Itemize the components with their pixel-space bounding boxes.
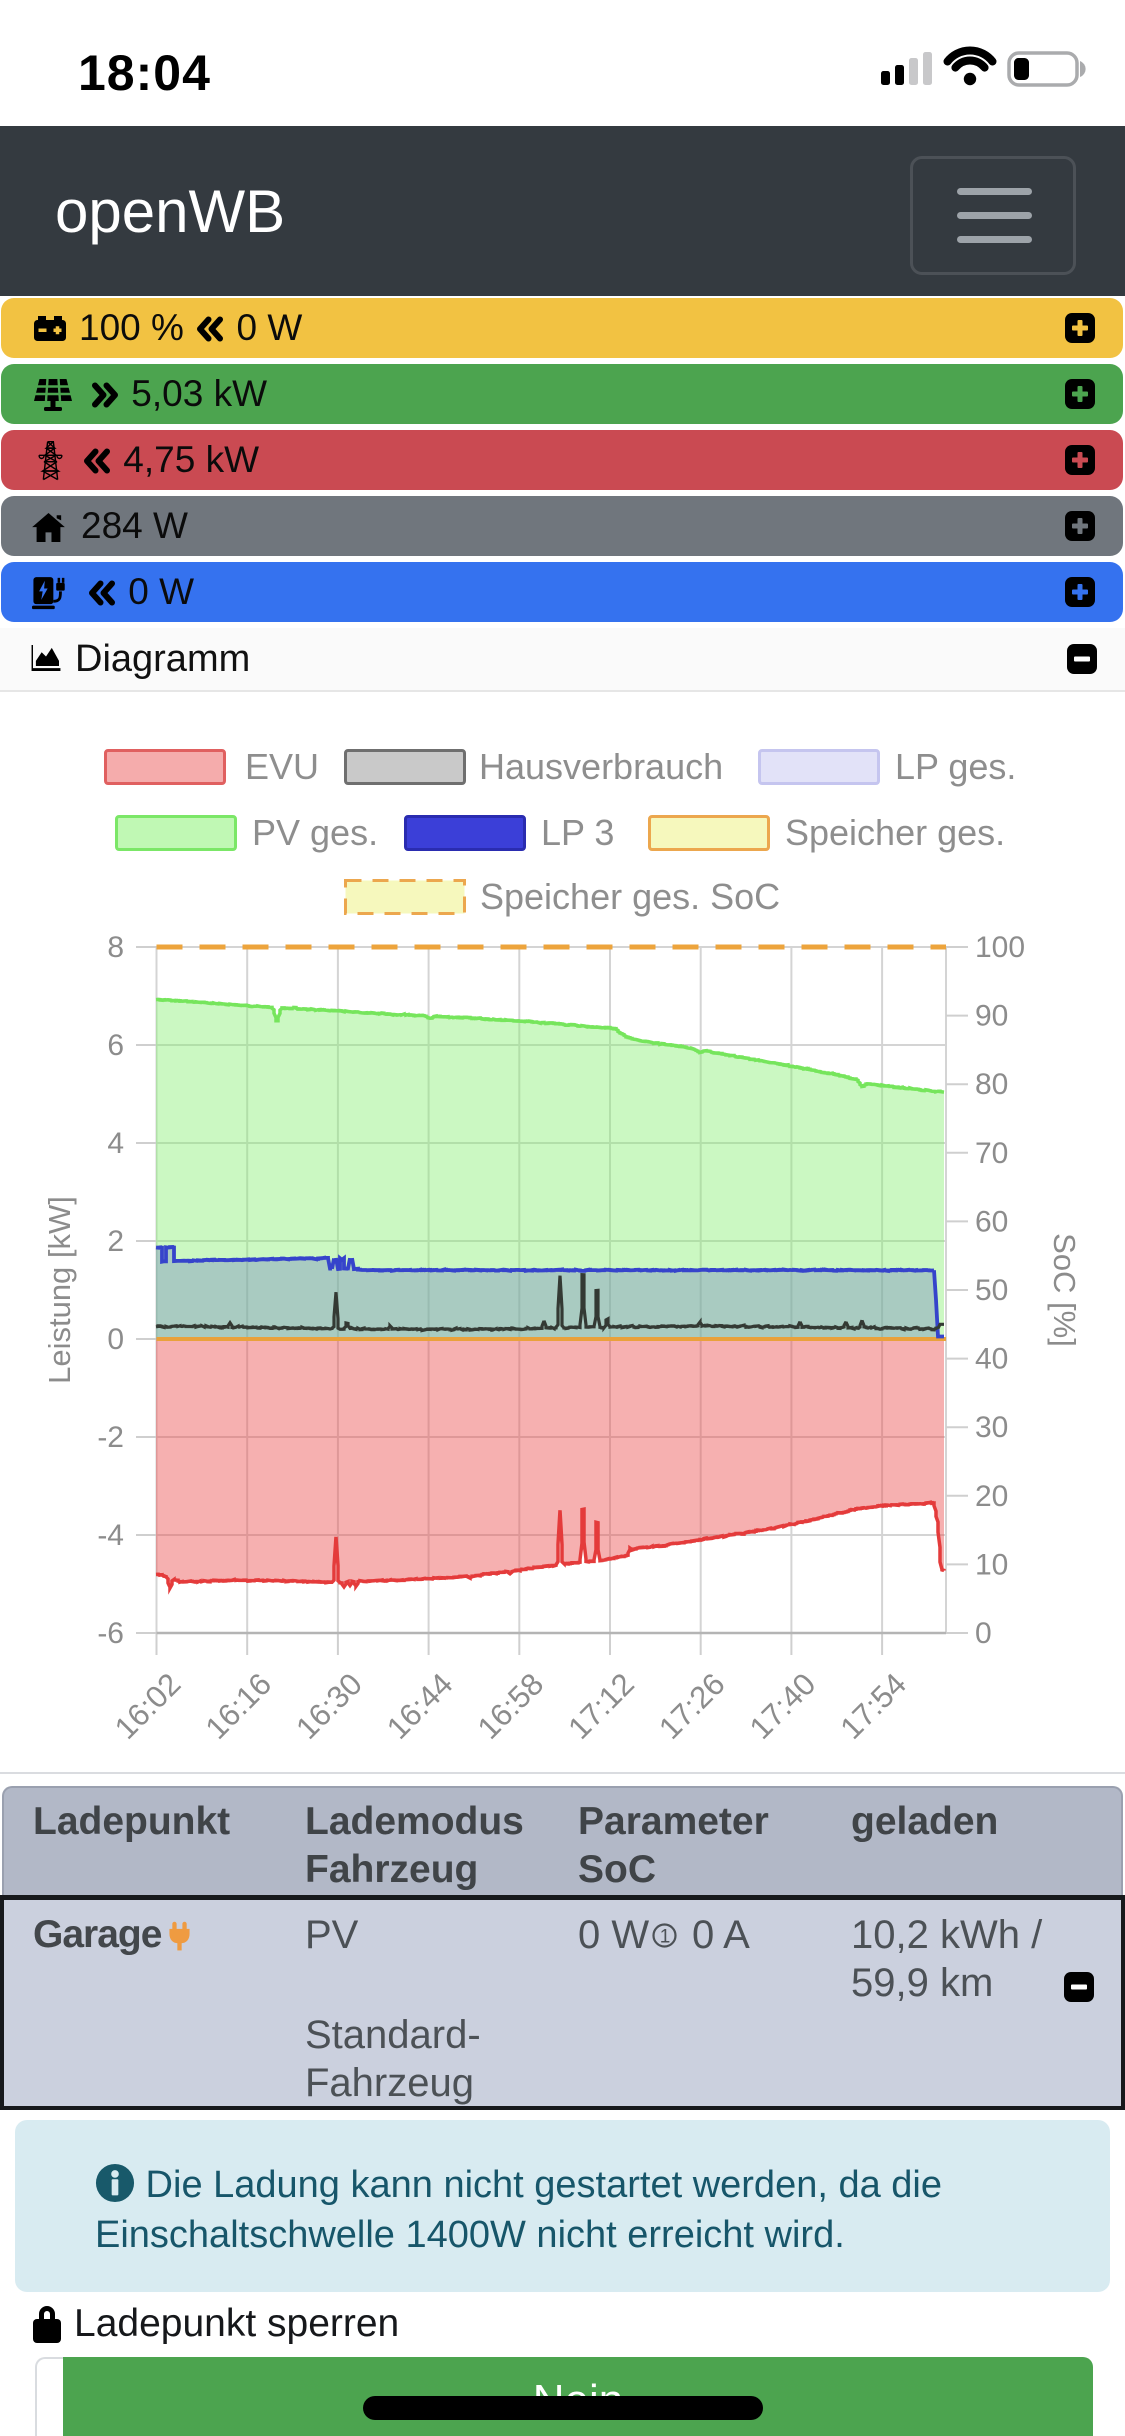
svg-text:70: 70 [975,1137,1008,1170]
svg-text:17:12: 17:12 [561,1666,641,1746]
svg-text:2: 2 [107,1225,124,1258]
svg-text:17:40: 17:40 [743,1666,823,1746]
svg-text:Leistung [kW]: Leistung [kW] [42,1196,77,1384]
svg-text:0: 0 [975,1617,992,1650]
svg-text:16:30: 16:30 [289,1666,369,1746]
svg-text:10: 10 [975,1548,1008,1581]
svg-text:4: 4 [107,1127,124,1160]
svg-text:16:02: 16:02 [108,1666,188,1746]
svg-text:6: 6 [107,1029,124,1062]
svg-text:60: 60 [975,1205,1008,1238]
svg-text:80: 80 [975,1068,1008,1101]
svg-text:17:26: 17:26 [652,1666,732,1746]
svg-text:16:44: 16:44 [380,1666,460,1746]
svg-text:17:54: 17:54 [833,1666,913,1746]
svg-text:40: 40 [975,1343,1008,1376]
svg-text:16:58: 16:58 [471,1666,551,1746]
svg-text:20: 20 [975,1480,1008,1513]
svg-text:100: 100 [975,931,1025,964]
svg-text:50: 50 [975,1274,1008,1307]
svg-text:0: 0 [107,1323,124,1356]
svg-text:-4: -4 [97,1519,124,1552]
svg-text:SoC [%]: SoC [%] [1047,1233,1082,1347]
svg-text:1: 1 [660,1927,671,1948]
svg-text:30: 30 [975,1411,1008,1444]
svg-text:-6: -6 [97,1617,124,1650]
svg-text:16:16: 16:16 [199,1666,279,1746]
svg-text:8: 8 [107,931,124,964]
svg-text:-2: -2 [97,1421,124,1454]
svg-text:90: 90 [975,1000,1008,1033]
